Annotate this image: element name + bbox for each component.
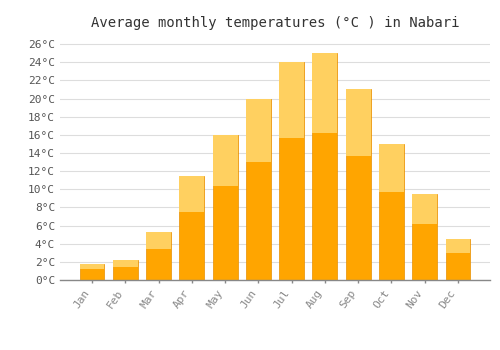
Bar	[246, 98, 271, 280]
Bar	[180, 176, 204, 280]
Bar	[279, 62, 304, 280]
Bar	[346, 90, 370, 280]
Bar	[412, 194, 437, 280]
Bar	[412, 194, 437, 224]
Bar	[312, 53, 338, 133]
Bar	[446, 239, 470, 280]
Bar	[279, 62, 304, 139]
Bar	[80, 264, 104, 270]
Bar	[146, 232, 171, 249]
Bar	[80, 264, 104, 280]
Bar	[246, 98, 271, 162]
Bar	[212, 135, 238, 186]
Bar	[180, 176, 204, 212]
Title: Average monthly temperatures (°C ) in Nabari: Average monthly temperatures (°C ) in Na…	[91, 16, 459, 30]
Bar	[312, 53, 338, 280]
Bar	[113, 260, 138, 267]
Bar	[212, 135, 238, 280]
Bar	[379, 144, 404, 280]
Bar	[446, 239, 470, 253]
Bar	[146, 232, 171, 280]
Bar	[346, 90, 370, 156]
Bar	[113, 260, 138, 280]
Bar	[379, 144, 404, 191]
